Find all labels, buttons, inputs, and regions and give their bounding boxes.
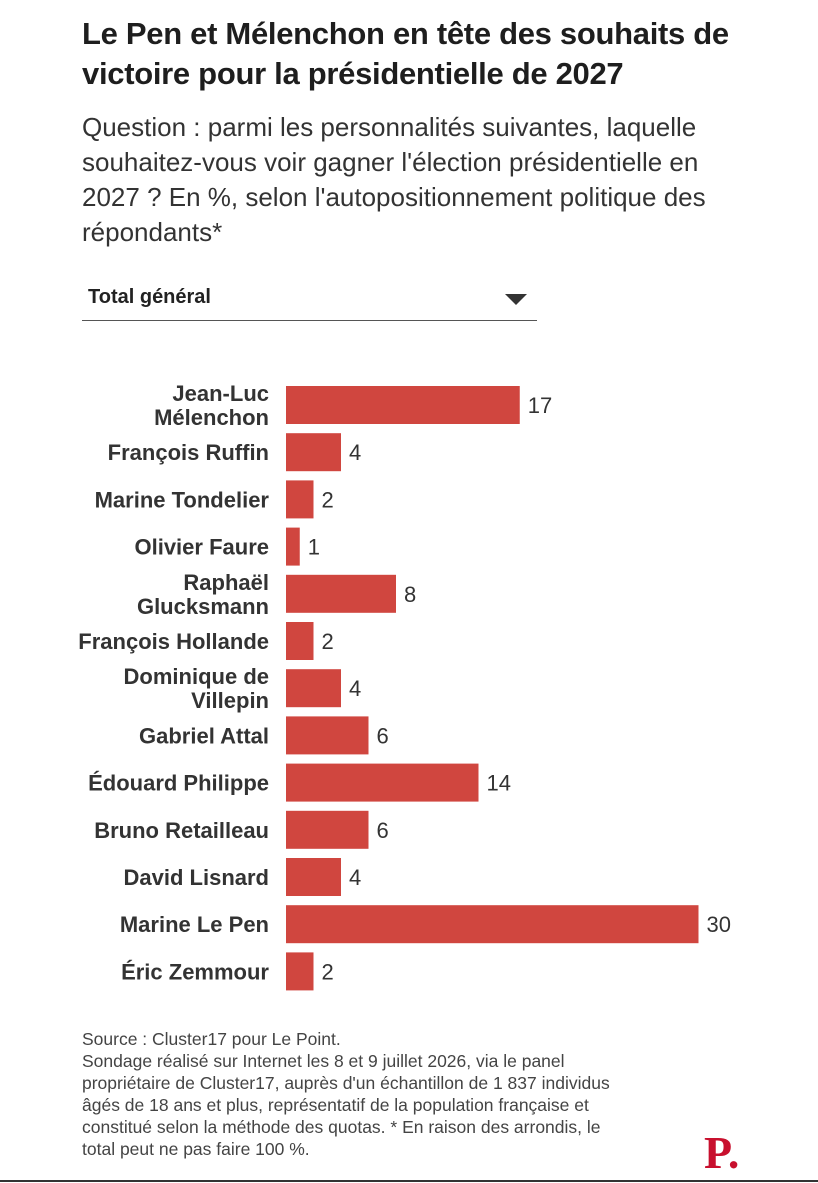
value-label: 2 [322, 629, 334, 654]
bar-row-gabriel-attal: Gabriel Attal 6 [139, 716, 389, 755]
bottom-divider [0, 1180, 818, 1182]
source-line: constitué selon la méthode des quotas. *… [82, 1117, 601, 1137]
category-label: Villepin [191, 688, 269, 713]
bar-eric-zemmour [286, 952, 314, 991]
category-label: François Ruffin [108, 440, 269, 465]
category-label: Raphaël [183, 570, 269, 595]
category-label: Mélenchon [154, 405, 269, 430]
bar-row-marine-tondelier: Marine Tondelier 2 [95, 480, 334, 519]
bar-francois-hollande [286, 622, 314, 660]
source-line: Source : Cluster17 pour Le Point. [82, 1029, 341, 1049]
bar-jean-luc-melenchon [286, 386, 520, 424]
category-label: Bruno Retailleau [94, 818, 269, 843]
bar-gabriel-attal [286, 716, 369, 755]
value-label: 6 [377, 818, 389, 843]
category-label: Olivier Faure [134, 535, 269, 560]
category-label: Éric Zemmour [121, 959, 269, 984]
value-label: 4 [349, 676, 361, 701]
bar-row-david-lisnard: David Lisnard 4 [124, 858, 361, 896]
value-label: 14 [487, 771, 511, 796]
source-line: propriétaire de Cluster17, auprès d'un é… [82, 1073, 610, 1093]
bar-row-francois-ruffin: François Ruffin 4 [108, 433, 361, 472]
value-label: 1 [308, 535, 320, 560]
category-label: Dominique de [124, 664, 269, 689]
bar-raphael-glucksmann [286, 574, 396, 613]
value-label: 4 [349, 865, 361, 890]
source-line: Sondage réalisé sur Internet les 8 et 9 … [82, 1051, 565, 1071]
bar-row-marine-le-pen: Marine Le Pen 30 [120, 905, 731, 944]
value-label: 2 [322, 959, 334, 984]
category-label: Marine Tondelier [95, 487, 270, 512]
bar-marine-tondelier [286, 480, 314, 519]
bar-edouard-philippe [286, 763, 479, 802]
value-label: 30 [707, 912, 731, 937]
bar-olivier-faure [286, 527, 300, 566]
bar-francois-ruffin [286, 433, 341, 472]
category-label: David Lisnard [124, 865, 269, 890]
bar-row-bruno-retailleau: Bruno Retailleau 6 [94, 810, 389, 849]
value-label: 4 [349, 440, 361, 465]
value-label: 6 [377, 723, 389, 748]
category-label: Jean-Luc [172, 381, 269, 406]
bar-row-edouard-philippe: Édouard Philippe 14 [88, 763, 511, 802]
segment-dropdown[interactable]: Total général [82, 280, 537, 321]
value-label: 17 [528, 393, 552, 418]
bar-dominique-de-villepin [286, 669, 341, 708]
chart-subtitle: Question : parmi les personnalités suiva… [82, 112, 706, 247]
chart-title: Le Pen et Mélenchon en tête des souhaits… [82, 16, 729, 91]
dropdown-selected-value: Total général [88, 286, 211, 308]
source-line: total peut ne pas faire 100 %. [82, 1139, 310, 1159]
value-label: 2 [322, 487, 334, 512]
chevron-down-icon[interactable] [505, 294, 527, 305]
category-label: Marine Le Pen [120, 912, 269, 937]
bar-bruno-retailleau [286, 810, 369, 849]
source-line: âgés de 18 ans et plus, représentatif de… [82, 1095, 589, 1115]
bar-david-lisnard [286, 858, 341, 896]
bar-row-eric-zemmour: Éric Zemmour 2 [121, 952, 334, 991]
bar-row-olivier-faure: Olivier Faure 1 [134, 527, 320, 566]
bar-marine-le-pen [286, 905, 699, 944]
category-label: Gabriel Attal [139, 723, 269, 748]
category-label: François Hollande [78, 629, 269, 654]
value-label: 8 [404, 582, 416, 607]
bar-row-francois-hollande: François Hollande 2 [78, 622, 334, 660]
source-note: Source : Cluster17 pour Le Point. Sondag… [82, 1028, 682, 1160]
category-label: Glucksmann [137, 594, 269, 619]
le-point-logo: P. [704, 1127, 740, 1178]
category-label: Édouard Philippe [88, 771, 269, 796]
